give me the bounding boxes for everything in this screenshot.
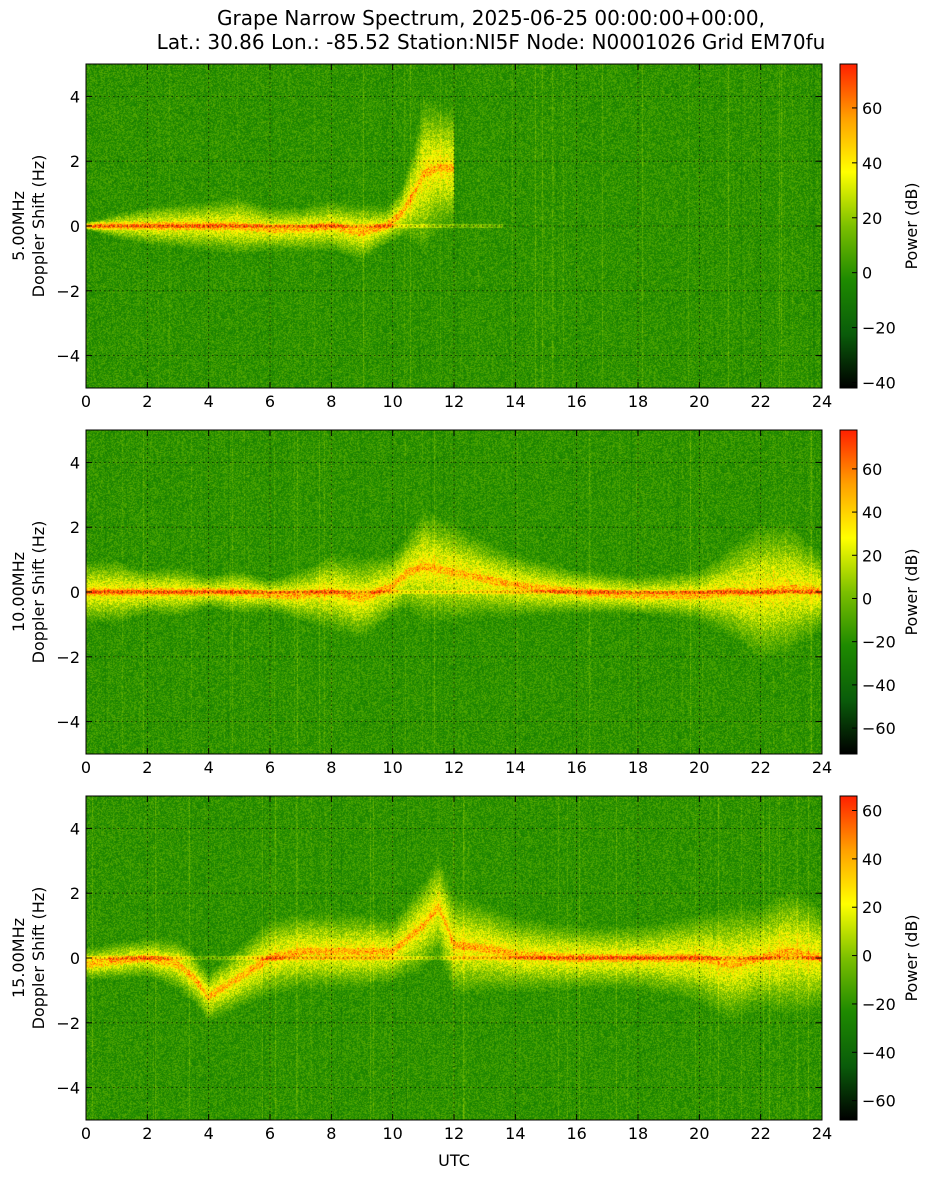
band-label: 10.00MHz xyxy=(9,552,28,632)
colorbar xyxy=(839,63,858,389)
y-tick-label: −4 xyxy=(56,347,80,366)
x-tick-label: 14 xyxy=(505,758,525,777)
x-tick-label: 0 xyxy=(81,758,91,777)
x-tick-label: 0 xyxy=(81,392,91,411)
x-tick-label: 18 xyxy=(628,392,648,411)
y-tick-label: −4 xyxy=(56,713,80,732)
colorbar-tick-label: 20 xyxy=(862,898,882,917)
y-axis-label: Doppler Shift (Hz) xyxy=(29,887,48,1030)
y-tick-label: −2 xyxy=(56,648,80,667)
colorbar-tick-label: 40 xyxy=(862,154,882,173)
y-tick-label: 0 xyxy=(70,949,80,968)
x-tick-label: 6 xyxy=(265,392,275,411)
y-tick-label: 4 xyxy=(70,453,80,472)
x-tick-label: 10 xyxy=(382,392,402,411)
figure-title-line-1: Grape Narrow Spectrum, 2025-06-25 00:00:… xyxy=(217,6,765,30)
colorbar-tick-label: −40 xyxy=(862,374,896,393)
x-tick-label: 24 xyxy=(812,1124,832,1143)
colorbar-tick-label: −20 xyxy=(862,995,896,1014)
colorbar-tick-label: 0 xyxy=(862,264,872,283)
colorbar xyxy=(839,429,858,755)
x-tick-label: 4 xyxy=(204,758,214,777)
colorbar-tick-label: −20 xyxy=(862,319,896,338)
x-tick-label: 6 xyxy=(265,758,275,777)
y-tick-label: 4 xyxy=(70,819,80,838)
colorbar-tick-label: 0 xyxy=(862,947,872,966)
colorbar-tick-label: −40 xyxy=(862,1043,896,1062)
y-tick-label: −2 xyxy=(56,282,80,301)
x-tick-label: 4 xyxy=(204,392,214,411)
band-label: 15.00MHz xyxy=(9,918,28,998)
colorbar-label: Power (dB) xyxy=(902,914,921,1001)
y-tick-label: 2 xyxy=(70,518,80,537)
y-tick-label: 0 xyxy=(70,217,80,236)
x-tick-label: 4 xyxy=(204,1124,214,1143)
x-tick-label: 2 xyxy=(142,392,152,411)
x-tick-label: 18 xyxy=(628,1124,648,1143)
x-axis-label: UTC xyxy=(438,1151,470,1170)
y-tick-label: 0 xyxy=(70,583,80,602)
x-tick-label: 16 xyxy=(566,392,586,411)
colorbar-tick-label: 60 xyxy=(862,802,882,821)
y-tick-label: 2 xyxy=(70,884,80,903)
y-tick-label: −4 xyxy=(56,1079,80,1098)
colorbar-tick-label: 60 xyxy=(862,99,882,118)
colorbar xyxy=(839,795,858,1121)
x-tick-label: 0 xyxy=(81,1124,91,1143)
y-tick-label: 2 xyxy=(70,152,80,171)
band-label: 5.00MHz xyxy=(9,191,28,261)
x-tick-label: 22 xyxy=(750,758,770,777)
x-tick-label: 20 xyxy=(689,1124,709,1143)
colorbar-tick-label: 20 xyxy=(862,209,882,228)
x-tick-label: 22 xyxy=(750,392,770,411)
x-tick-label: 24 xyxy=(812,392,832,411)
x-tick-label: 20 xyxy=(689,758,709,777)
figure-title-line-2: Lat.: 30.86 Lon.: -85.52 Station:NI5F No… xyxy=(157,30,826,54)
colorbar-tick-label: 40 xyxy=(862,503,882,522)
x-tick-label: 16 xyxy=(566,1124,586,1143)
colorbar-tick-label: 0 xyxy=(862,589,872,608)
x-tick-label: 8 xyxy=(326,1124,336,1143)
x-tick-label: 20 xyxy=(689,392,709,411)
x-tick-label: 12 xyxy=(444,1124,464,1143)
x-tick-label: 2 xyxy=(142,1124,152,1143)
colorbar-tick-label: −60 xyxy=(862,1092,896,1111)
colorbar-tick-label: −60 xyxy=(862,719,896,738)
x-tick-label: 12 xyxy=(444,758,464,777)
colorbar-tick-label: −20 xyxy=(862,633,896,652)
colorbar-tick-label: 20 xyxy=(862,546,882,565)
colorbar-tick-label: 40 xyxy=(862,850,882,869)
x-tick-label: 10 xyxy=(382,1124,402,1143)
x-tick-label: 6 xyxy=(265,1124,275,1143)
colorbar-tick-label: −40 xyxy=(862,676,896,695)
y-tick-label: −2 xyxy=(56,1014,80,1033)
x-tick-label: 14 xyxy=(505,1124,525,1143)
x-tick-label: 8 xyxy=(326,758,336,777)
y-axis-label: Doppler Shift (Hz) xyxy=(29,155,48,298)
x-tick-label: 22 xyxy=(750,1124,770,1143)
colorbar-label: Power (dB) xyxy=(902,548,921,635)
x-tick-label: 12 xyxy=(444,392,464,411)
colorbar-label: Power (dB) xyxy=(902,182,921,269)
x-tick-label: 8 xyxy=(326,392,336,411)
y-tick-label: 4 xyxy=(70,87,80,106)
x-tick-label: 10 xyxy=(382,758,402,777)
x-tick-label: 16 xyxy=(566,758,586,777)
colorbar-tick-label: 60 xyxy=(862,460,882,479)
x-tick-label: 24 xyxy=(812,758,832,777)
y-axis-label: Doppler Shift (Hz) xyxy=(29,521,48,664)
x-tick-label: 14 xyxy=(505,392,525,411)
x-tick-label: 18 xyxy=(628,758,648,777)
x-tick-label: 2 xyxy=(142,758,152,777)
